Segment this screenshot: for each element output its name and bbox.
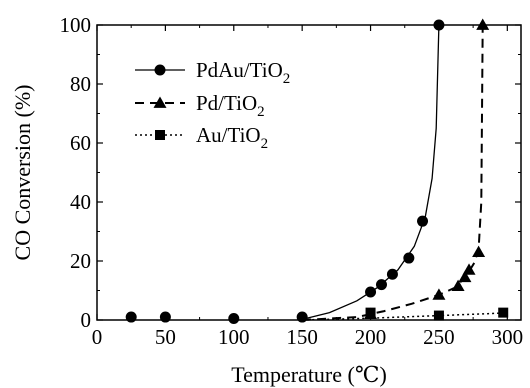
data-point-triangle bbox=[462, 263, 476, 275]
data-point-circle bbox=[228, 313, 240, 325]
y-tick-label: 40 bbox=[70, 190, 91, 214]
fit-curve-square bbox=[302, 312, 508, 321]
data-point-circle bbox=[125, 311, 137, 323]
x-tick-label: 150 bbox=[286, 325, 318, 349]
y-tick-label: 60 bbox=[70, 131, 91, 155]
y-axis-title: CO Conversion (%) bbox=[10, 85, 35, 261]
y-tick-label: 100 bbox=[60, 13, 92, 37]
legend-label-circle: PdAu/TiO2 bbox=[196, 58, 290, 87]
legend-marker-square bbox=[155, 130, 165, 140]
data-point-circle bbox=[159, 311, 171, 323]
legend-label-text: PdAu/TiO bbox=[196, 58, 283, 82]
data-point-square bbox=[498, 307, 509, 318]
data-point-triangle bbox=[458, 270, 472, 283]
legend-label-triangle: Pd/TiO2 bbox=[196, 91, 265, 120]
data-point-square bbox=[365, 307, 376, 318]
x-tick-label: 100 bbox=[218, 325, 250, 349]
data-point-triangle bbox=[472, 245, 486, 258]
x-tick-label: 50 bbox=[155, 325, 176, 349]
y-tick-label: 20 bbox=[70, 249, 91, 273]
legend-label-text: Au/TiO bbox=[196, 123, 261, 147]
data-point-triangle bbox=[451, 279, 465, 291]
y-tick-label: 0 bbox=[81, 308, 92, 332]
data-point-circle bbox=[403, 252, 415, 264]
data-point-circle bbox=[375, 279, 387, 291]
tick-labels: 0 50 100 150 200 250 300 0 20 40 60 80 100 bbox=[60, 13, 524, 349]
legend-label-subscript: 2 bbox=[257, 104, 265, 120]
data-point-square bbox=[433, 310, 444, 321]
y-tick-label: 80 bbox=[70, 72, 91, 96]
data-point-triangle bbox=[432, 288, 446, 300]
legend-marker-triangle bbox=[153, 96, 167, 108]
x-tick-label: 250 bbox=[423, 325, 455, 349]
data-markers bbox=[125, 18, 509, 325]
fit-curves bbox=[302, 24, 508, 321]
fit-curve-circle bbox=[302, 24, 440, 321]
data-point-triangle bbox=[476, 18, 490, 30]
x-tick-label: 0 bbox=[92, 325, 103, 349]
x-axis-title: Temperature (℃) bbox=[231, 362, 387, 387]
data-point-circle bbox=[365, 286, 377, 298]
legend-label-subscript: 2 bbox=[261, 136, 269, 152]
data-point-circle bbox=[296, 311, 308, 323]
data-point-circle bbox=[417, 215, 429, 227]
legend-marker-circle bbox=[154, 64, 166, 76]
legend-label-square: Au/TiO2 bbox=[196, 123, 268, 152]
x-tick-label: 300 bbox=[492, 325, 524, 349]
data-point-circle bbox=[386, 268, 398, 280]
x-tick-label: 200 bbox=[355, 325, 387, 349]
legend-label-subscript: 2 bbox=[283, 71, 291, 87]
data-point-circle bbox=[433, 19, 445, 31]
legend-label-text: Pd/TiO bbox=[196, 91, 257, 115]
